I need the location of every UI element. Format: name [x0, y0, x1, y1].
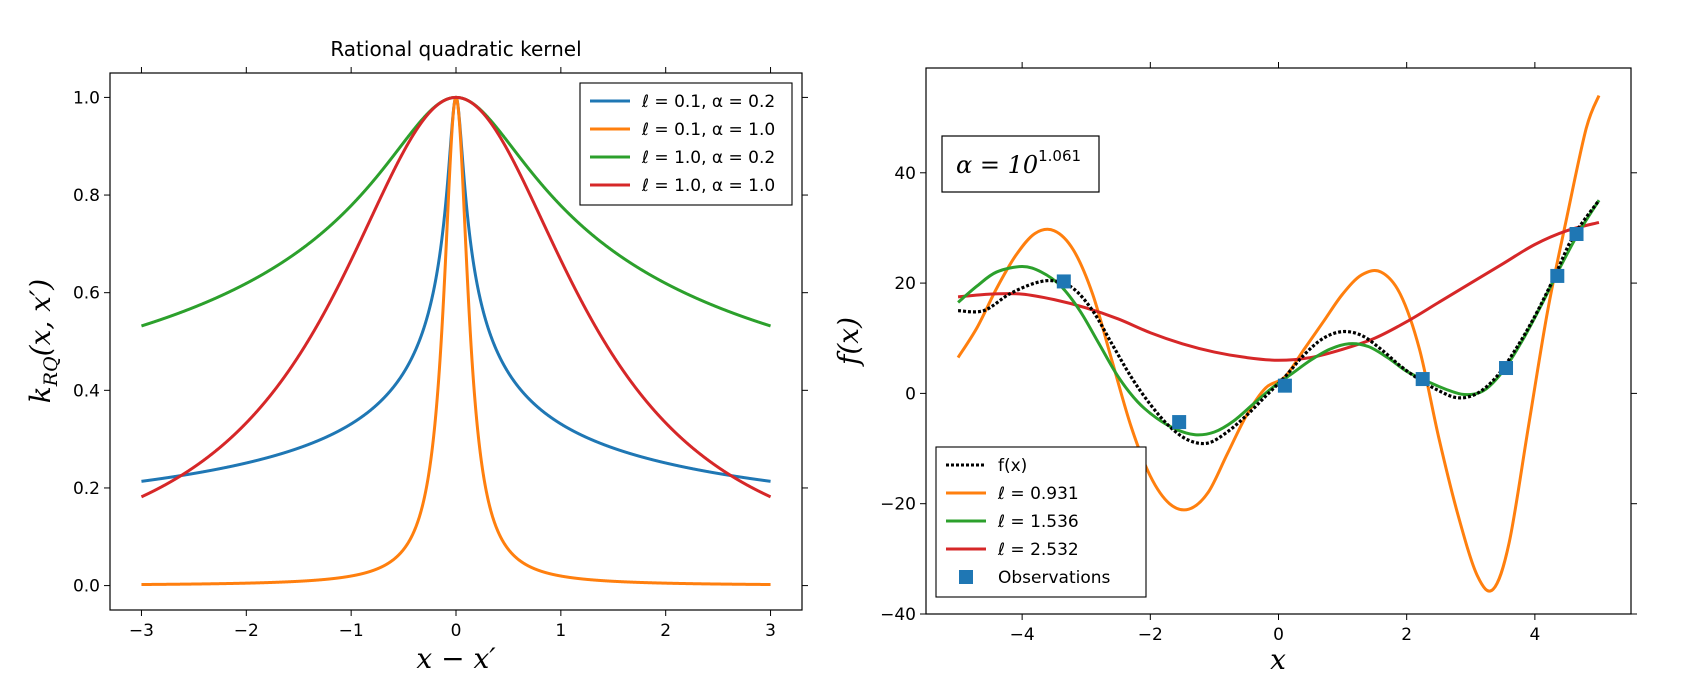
y-tick-label: 40 [894, 164, 916, 184]
observation-point [1172, 415, 1187, 430]
observation-point [1056, 274, 1071, 289]
legend-label: ℓ = 1.0, α = 0.2 [641, 148, 775, 168]
observation-point [1550, 268, 1565, 283]
alpha-annotation-box: α = 101.061 [941, 135, 1100, 193]
legend-item: Observations [959, 568, 1111, 588]
legend-item: ℓ = 1.0, α = 1.0 [590, 176, 775, 196]
chart-right-x-ticks: −4 −2 0 2 4 [1010, 62, 1540, 645]
legend-marker [959, 570, 973, 584]
y-tick-label: 20 [894, 274, 916, 294]
legend-label: ℓ = 1.0, α = 1.0 [641, 176, 775, 196]
observation-point [1569, 227, 1584, 242]
x-tick-label: −4 [1010, 625, 1035, 645]
legend-item: ℓ = 1.0, α = 0.2 [590, 148, 775, 168]
alpha-annotation: α = 101.061 [956, 147, 1081, 179]
chart-right-y-ticks: −40 −20 0 20 40 [880, 164, 1637, 625]
x-tick-label: −3 [129, 621, 154, 641]
legend-label: ℓ = 0.931 [997, 484, 1079, 504]
observation-point [1277, 378, 1292, 393]
y-tick-label: 0.0 [73, 577, 100, 597]
x-tick-label: −2 [1138, 625, 1163, 645]
x-tick-label: 4 [1529, 625, 1540, 645]
chart-left: Rational quadratic kernel −3 −2 −1 0 1 2 3 0.0… [24, 37, 808, 675]
chart-right-legend: f(x) ℓ = 0.931 ℓ = 1.536 ℓ = 2.532 Observati… [935, 446, 1147, 598]
alpha-annotation-exponent: 1.061 [1038, 147, 1081, 165]
x-tick-label: 2 [1401, 625, 1412, 645]
legend-item: f(x) [946, 456, 1027, 476]
legend-label: ℓ = 1.536 [997, 512, 1079, 532]
series-line [140, 95, 772, 499]
series-line [957, 220, 1600, 362]
x-tick-label: 0 [451, 621, 462, 641]
chart-left-y-ticks: 0.0 0.2 0.4 0.6 0.8 1.0 [73, 88, 808, 597]
series-line [957, 199, 1601, 437]
chart-right-plot-area [956, 94, 1601, 593]
legend-label: Observations [998, 568, 1111, 588]
x-tick-label: 3 [765, 621, 776, 641]
legend-label: f(x) [998, 456, 1027, 476]
chart-left-plot-area [140, 95, 772, 587]
chart-left-ylabel: kRQ(x, x′) [24, 279, 62, 403]
y-tick-label: 0 [905, 384, 916, 404]
y-tick-label: 0.4 [73, 381, 100, 401]
observation-point [1499, 361, 1514, 376]
chart-right-xlabel: x [1270, 643, 1286, 675]
y-tick-label: 0.8 [73, 186, 100, 206]
y-tick-label: 1.0 [73, 88, 100, 108]
y-tick-label: 0.6 [73, 284, 100, 304]
x-tick-label: −1 [339, 621, 364, 641]
x-tick-label: 1 [555, 621, 566, 641]
chart-right-ylabel: f(x) [832, 317, 865, 367]
y-tick-label: −40 [880, 605, 916, 625]
series-line [957, 199, 1601, 446]
chart-left-x-ticks: −3 −2 −1 0 1 2 3 [129, 67, 776, 641]
x-tick-label: −2 [234, 621, 259, 641]
legend-label: ℓ = 0.1, α = 0.2 [641, 92, 775, 112]
observation-point [1415, 372, 1430, 387]
legend-item: ℓ = 0.1, α = 0.2 [590, 92, 775, 112]
chart-left-xlabel: x − x′ [416, 642, 496, 675]
legend-item: ℓ = 0.1, α = 1.0 [590, 120, 775, 140]
legend-item: ℓ = 1.536 [946, 512, 1079, 532]
y-tick-label: 0.2 [73, 479, 100, 499]
alpha-annotation-base: α = 10 [956, 151, 1038, 179]
legend-item: ℓ = 2.532 [946, 540, 1079, 560]
chart-left-title: Rational quadratic kernel [330, 37, 581, 61]
legend-label: ℓ = 0.1, α = 1.0 [641, 120, 775, 140]
legend-item: ℓ = 0.931 [946, 484, 1079, 504]
x-tick-label: 0 [1273, 625, 1284, 645]
y-tick-label: −20 [880, 495, 916, 515]
legend-label: ℓ = 2.532 [997, 540, 1079, 560]
x-tick-label: 2 [660, 621, 671, 641]
chart-left-legend: ℓ = 0.1, α = 0.2 ℓ = 0.1, α = 1.0 ℓ = 1.0,… [579, 82, 793, 206]
